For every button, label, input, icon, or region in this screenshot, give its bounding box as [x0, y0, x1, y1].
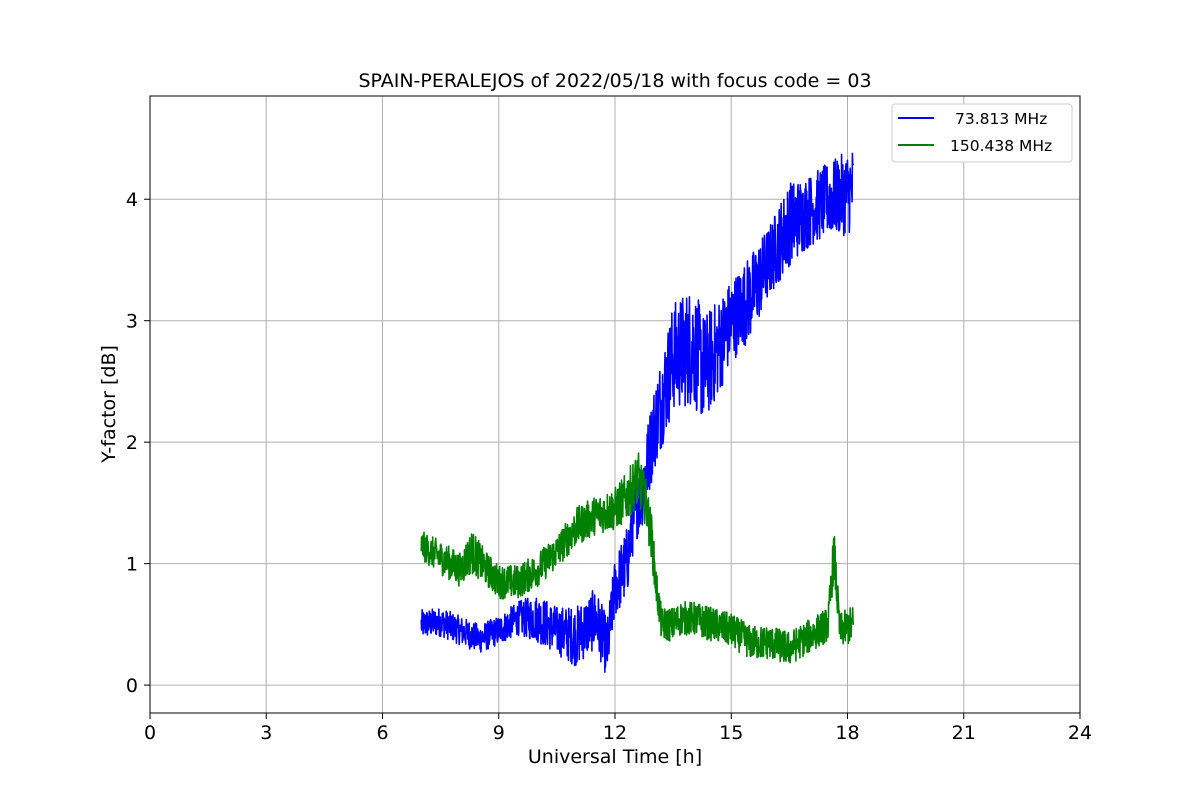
- y-tick-label: 2: [126, 432, 138, 454]
- x-tick-label: 0: [144, 722, 156, 744]
- legend: 73.813 MHz 150.438 MHz: [891, 103, 1073, 163]
- legend-label-150-438: 150.438 MHz: [950, 137, 1052, 155]
- series-layer: [420, 152, 855, 673]
- x-tick-label: 24: [1068, 722, 1092, 744]
- y-tick-label: 4: [126, 189, 138, 211]
- legend-label-73-813: 73.813 MHz: [955, 110, 1047, 128]
- x-tick-label: 15: [719, 722, 743, 744]
- y-tick-label: 0: [126, 675, 138, 697]
- x-tick-label: 9: [493, 722, 505, 744]
- series-0: [420, 152, 855, 673]
- chart-title: SPAIN-PERALEJOS of 2022/05/18 with focus…: [358, 70, 871, 92]
- x-axis-label: Universal Time [h]: [528, 746, 702, 768]
- x-tick-label: 21: [952, 722, 976, 744]
- x-tick-label: 12: [603, 722, 627, 744]
- x-tick-label: 6: [376, 722, 388, 744]
- series-line: [420, 152, 855, 673]
- y-tick-label: 1: [126, 554, 138, 576]
- series-1: [420, 452, 855, 664]
- y-tick-label: 3: [126, 311, 138, 333]
- x-tick-label: 3: [260, 722, 272, 744]
- legend-box: [891, 103, 1073, 163]
- y-axis-label: Y-factor [dB]: [98, 345, 120, 464]
- x-tick-label: 18: [835, 722, 859, 744]
- series-line: [420, 452, 855, 664]
